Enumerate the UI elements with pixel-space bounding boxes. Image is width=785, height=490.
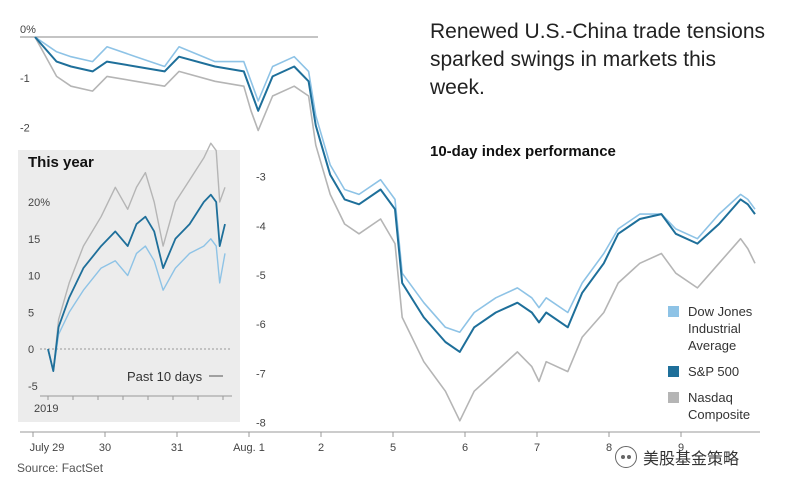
series-line-nasdaq xyxy=(34,36,756,422)
inset-title: This year xyxy=(28,154,94,171)
legend-item-dow: Dow Jones Industrial Average xyxy=(668,303,783,354)
y-tick-label: -6 xyxy=(256,319,266,331)
source-note: Source: FactSet xyxy=(17,461,104,475)
y-tick-label: -3 xyxy=(256,172,266,184)
watermark-text: 美股基金策略 xyxy=(643,451,740,468)
legend-swatch-sp500 xyxy=(668,366,679,377)
x-tick-label: 9 xyxy=(678,442,684,454)
x-tick-label: 8 xyxy=(606,442,612,454)
x-tick-label: 30 xyxy=(99,442,111,454)
chart-title: Renewed U.S.-China trade tensions sparke… xyxy=(430,20,766,99)
inset-series-line-dow xyxy=(47,238,226,372)
y-tick-label: -4 xyxy=(256,221,266,233)
inset-y-tick-label: 10 xyxy=(28,271,40,283)
y-tick-label: -1 xyxy=(20,73,30,85)
inset-series-line-sp500 xyxy=(47,193,226,372)
x-tick-label: 6 xyxy=(462,442,468,454)
inset-y-tick-label: 15 xyxy=(28,234,40,246)
watermark: 美股基金策略 xyxy=(615,444,739,470)
inset-series-line-nasdaq xyxy=(47,142,226,372)
x-tick-label: 7 xyxy=(534,442,540,454)
inset-x-tick-label: 2019 xyxy=(34,403,58,415)
inset-y-tick-label: -5 xyxy=(28,381,38,393)
y-tick-label: -2 xyxy=(20,122,30,134)
inset-panel xyxy=(18,150,240,422)
legend-label-sp500: S&P 500 xyxy=(688,364,740,379)
x-tick-label: 2 xyxy=(318,442,324,454)
series-line-sp500 xyxy=(34,36,756,353)
x-tick-label: Aug. 1 xyxy=(233,442,265,454)
inset-y-tick-label: 0 xyxy=(28,344,34,356)
legend: Dow Jones Industrial Average S&P 500 Nas… xyxy=(668,303,783,432)
legend-label-dow: Dow Jones Industrial Average xyxy=(688,304,753,353)
wechat-icon xyxy=(615,446,637,468)
legend-item-sp500: S&P 500 xyxy=(668,363,783,380)
x-tick-label: 5 xyxy=(390,442,396,454)
chart-subtitle: 10-day index performance xyxy=(430,143,616,160)
y-tick-label: -8 xyxy=(256,418,266,430)
inset-annotation: Past 10 days xyxy=(127,369,203,384)
y-tick-label: -5 xyxy=(256,270,266,282)
legend-swatch-nasdaq xyxy=(668,392,679,403)
x-tick-label: 31 xyxy=(171,442,183,454)
y-tick-label: 0% xyxy=(20,24,36,36)
legend-label-nasdaq: Nasdaq Composite xyxy=(688,390,751,422)
inset-y-tick-label: 5 xyxy=(28,307,34,319)
y-tick-label: -7 xyxy=(256,368,266,380)
legend-swatch-dow xyxy=(668,306,679,317)
x-tick-label: July 29 xyxy=(30,442,65,454)
legend-item-nasdaq: Nasdaq Composite xyxy=(668,389,783,423)
inset-y-tick-label: 20% xyxy=(28,197,50,209)
